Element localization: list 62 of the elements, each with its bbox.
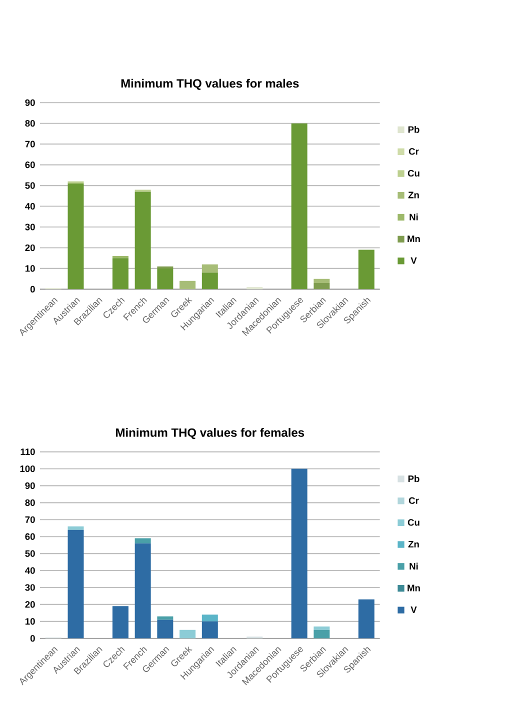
- legend-label: Ni: [410, 562, 418, 570]
- y-tick-label: 20: [25, 601, 35, 608]
- y-tick-label: 20: [25, 244, 35, 252]
- bar: [134, 192, 151, 290]
- y-tick-label: 30: [25, 584, 35, 591]
- bar: [314, 630, 330, 638]
- y-tick-label: 60: [25, 533, 35, 540]
- legend-label: Mn: [408, 236, 420, 242]
- legend-label: Pb: [408, 475, 420, 482]
- y-tick-label: 50: [25, 182, 35, 189]
- bar: [202, 264, 218, 273]
- y-tick-label: 90: [25, 99, 35, 106]
- bar: [202, 621, 218, 638]
- y-tick-label: 10: [26, 618, 35, 625]
- y-tick-label: 70: [25, 516, 35, 523]
- y-tick-label: 80: [25, 499, 35, 506]
- legend-label: Mn: [408, 584, 420, 592]
- legend-label: V: [410, 257, 417, 264]
- y-tick-label: 0: [30, 635, 35, 642]
- legend-label: Cu: [408, 519, 420, 526]
- bar: [291, 468, 308, 638]
- bar: [202, 272, 218, 290]
- legend-label: Ni: [410, 214, 418, 220]
- y-tick-label: 90: [25, 482, 35, 490]
- bar: [180, 280, 196, 290]
- bar: [68, 526, 84, 530]
- legend-label: Cu: [408, 170, 420, 177]
- bar: [112, 606, 129, 638]
- legend-label: Pb: [408, 126, 420, 133]
- y-tick-label: 80: [25, 120, 35, 127]
- bar: [358, 250, 375, 290]
- legend-label: Cr: [409, 497, 419, 504]
- y-tick-label: 70: [25, 140, 35, 148]
- bar: [202, 614, 218, 622]
- bar: [134, 538, 151, 544]
- y-tick-label: 40: [25, 567, 35, 574]
- y-tick-label: 60: [25, 162, 35, 168]
- bar: [291, 123, 308, 290]
- chart-title: Minimum THQ values for males: [121, 78, 299, 90]
- y-tick-label: 50: [25, 550, 35, 557]
- y-tick-label: 100: [20, 465, 35, 472]
- bar: [157, 620, 174, 638]
- y-tick-label: 110: [20, 448, 35, 456]
- bar: [134, 543, 151, 638]
- y-tick-label: 0: [30, 286, 35, 292]
- legend-label: V: [410, 606, 417, 613]
- chart-title: Minimum THQ values for females: [116, 428, 304, 440]
- y-tick-label: 10: [26, 265, 35, 272]
- y-tick-label: 30: [25, 224, 35, 230]
- bar: [112, 258, 129, 290]
- bar: [314, 278, 330, 283]
- bar: [180, 630, 196, 638]
- y-tick-label: 40: [25, 202, 35, 210]
- bar: [358, 599, 375, 638]
- bar: [314, 626, 330, 630]
- bar: [157, 268, 174, 290]
- bar: [68, 530, 84, 638]
- bar: [68, 183, 84, 290]
- bar: [314, 282, 330, 290]
- legend-label: Cr: [409, 148, 419, 155]
- legend-label: Zn: [408, 540, 419, 548]
- legend-label: Zn: [408, 192, 419, 198]
